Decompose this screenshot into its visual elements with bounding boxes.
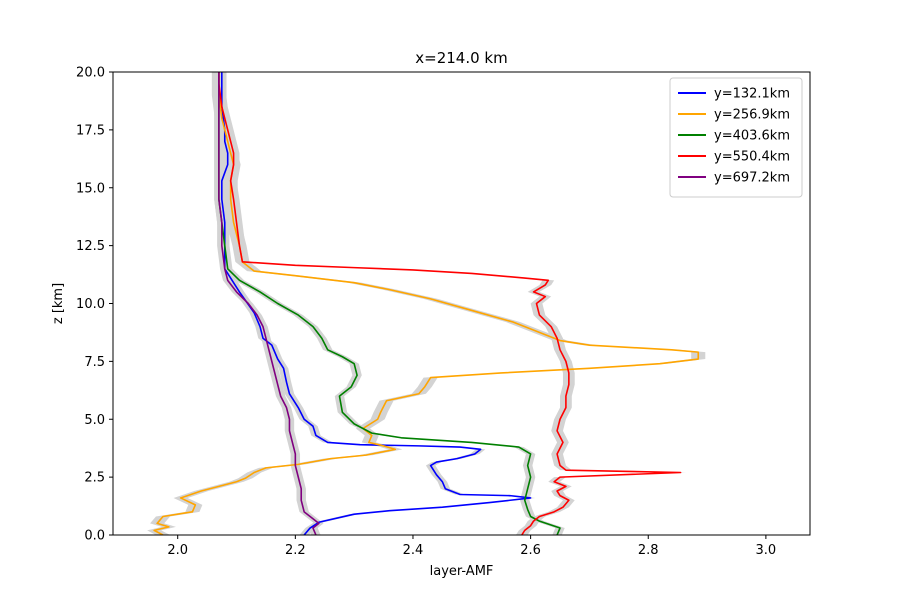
x-tick-label: 3.0 bbox=[756, 543, 777, 558]
y-axis-ticks: 0.0 2.5 5.0 7.5 10.0 12.5 15.0 17.5 20.0 bbox=[76, 66, 113, 544]
y-tick-label: 20.0 bbox=[76, 66, 105, 81]
y-tick-label: 15.0 bbox=[76, 181, 105, 196]
x-tick-label: 2.4 bbox=[403, 543, 424, 558]
x-axis-label: layer-AMF bbox=[430, 564, 494, 579]
uncertainty-band-3 bbox=[214, 72, 565, 535]
y-tick-label: 7.5 bbox=[84, 355, 105, 370]
legend-label: y=403.6km bbox=[714, 129, 790, 144]
legend-label: y=256.9km bbox=[714, 108, 790, 123]
x-tick-label: 2.8 bbox=[638, 543, 659, 558]
uncertainty-bands bbox=[147, 72, 706, 535]
x-tick-label: 2.2 bbox=[285, 543, 306, 558]
legend: y=132.1km y=256.9km y=403.6km y=550.4km y=69… bbox=[669, 77, 803, 198]
y-tick-label: 0.0 bbox=[84, 529, 105, 544]
y-tick-label: 5.0 bbox=[84, 413, 105, 428]
legend-label: y=132.1km bbox=[714, 87, 790, 102]
legend-label: y=697.2km bbox=[714, 171, 790, 186]
y-tick-label: 2.5 bbox=[84, 471, 105, 486]
y-tick-label: 12.5 bbox=[76, 239, 105, 254]
x-axis-ticks: 2.0 2.2 2.4 2.6 2.8 3.0 bbox=[167, 535, 776, 558]
x-tick-label: 2.6 bbox=[520, 543, 541, 558]
y-tick-label: 17.5 bbox=[76, 123, 105, 138]
x-tick-label: 2.0 bbox=[167, 543, 188, 558]
series-line-1 bbox=[221, 72, 532, 535]
series-line-4 bbox=[218, 72, 682, 535]
series-lines bbox=[153, 72, 700, 535]
y-tick-label: 10.0 bbox=[76, 297, 105, 312]
chart-title: x=214.0 km bbox=[415, 49, 507, 67]
legend-label: y=550.4km bbox=[714, 150, 790, 165]
series-line-5 bbox=[218, 72, 320, 535]
legend-box bbox=[669, 77, 803, 198]
y-axis-label: z [km] bbox=[51, 283, 66, 324]
